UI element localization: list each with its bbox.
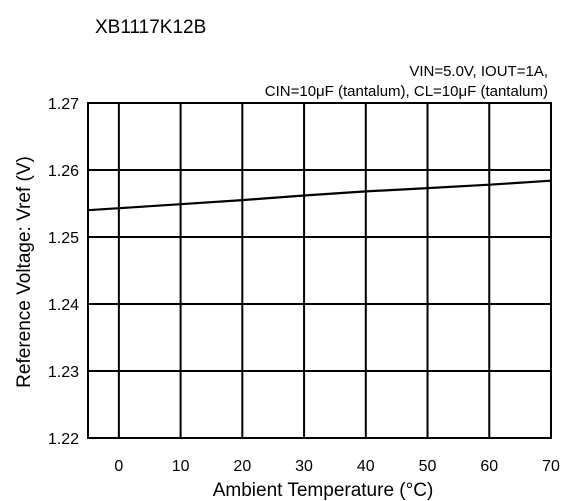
x-tick-label: 40 [357,458,375,475]
y-tick-label: 1.24 [48,297,79,314]
x-tick-label: 60 [480,458,498,475]
series-layer [87,179,552,212]
plot-frame [87,102,552,439]
x-tick-label: 0 [114,458,123,475]
condition-line-1: VIN=5.0V, IOUT=1A, [409,63,548,80]
y-tick-label: 1.22 [48,431,79,448]
x-axis-label: Ambient Temperature (°C) [213,480,434,501]
y-tick-label: 1.27 [48,96,79,113]
y-tick-label: 1.25 [48,230,79,247]
chart-title: XB1117K12B [95,17,206,38]
y-tick-label: 1.26 [48,163,79,180]
x-tick-label: 20 [233,458,251,475]
y-tick-label: 1.23 [48,364,79,381]
grid [88,103,551,438]
x-tick-label: 10 [172,458,190,475]
condition-line-2: CIN=10μF (tantalum), CL=10μF (tantalum) [265,83,548,100]
x-tick-label: 50 [419,458,437,475]
tick-labels: 0 10 20 30 40 50 60 70 1.22 1.23 1.24 1.25 1.26 1.27 [48,96,560,475]
x-tick-label: 30 [295,458,313,475]
x-tick-label: 70 [542,458,560,475]
y-axis-label: Reference Voltage: Vref (V) [14,156,35,388]
series-line-vref [87,179,552,212]
